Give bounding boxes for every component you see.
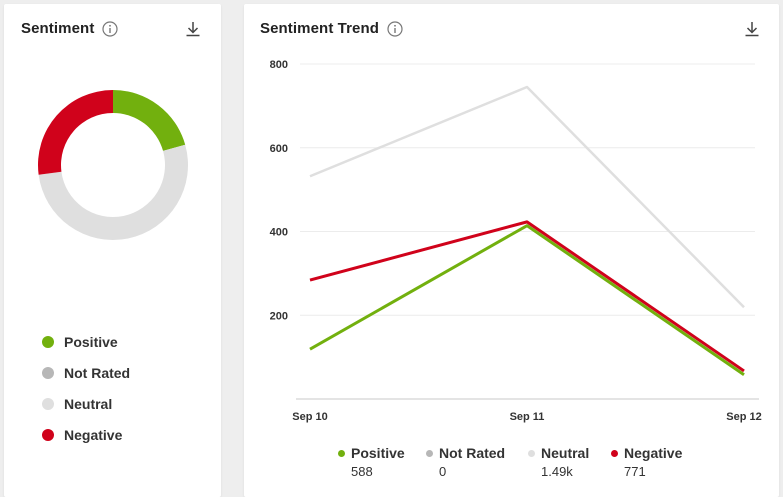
legend-item-not-rated[interactable]: Not Rated [42, 357, 130, 388]
trend-legend-head: Not Rated [426, 444, 528, 462]
x-tick-label: Sep 11 [510, 411, 545, 423]
trend-legend-value: 1.49k [541, 464, 573, 479]
trend-legend-label: Negative [624, 445, 683, 461]
legend-dot-icon [338, 449, 345, 457]
series-line-negative[interactable] [309, 220, 745, 373]
sentiment-trend-chart: 200 400 600 800 Sep 10 Sep 11 Sep 12 [270, 59, 762, 423]
sentiment-trend-card-title: Sentiment Trend [260, 20, 380, 37]
legend-label: Negative [64, 426, 123, 443]
trend-legend-value: 0 [439, 464, 447, 479]
trend-legend-label: Not Rated [439, 445, 506, 461]
sentiment-card-title: Sentiment [21, 20, 95, 37]
legend-dot-icon [42, 428, 54, 441]
trend-legend-item-not-rated[interactable]: Not Rated 0 [426, 444, 528, 479]
info-icon[interactable] [102, 21, 118, 37]
legend-label: Neutral [64, 395, 113, 412]
donut-slice-neutral[interactable] [38, 144, 188, 240]
legend-item-negative[interactable]: Negative [42, 419, 130, 450]
sentiment-trend-legend: Positive 588 Not Rated 0 Neutral 1.49k Negativ… [338, 444, 701, 479]
trend-legend-item-negative[interactable]: Negative 771 [611, 444, 701, 479]
sentiment-donut-chart [38, 90, 188, 240]
trend-legend-item-neutral[interactable]: Neutral 1.49k [528, 444, 611, 479]
trend-legend-value: 588 [351, 464, 373, 479]
info-icon[interactable] [387, 21, 403, 37]
legend-dot-icon [42, 366, 54, 379]
x-tick-label: Sep 12 [726, 411, 761, 423]
legend-dot-icon [42, 397, 54, 410]
download-icon[interactable] [743, 20, 761, 38]
trend-legend-label: Positive [351, 445, 405, 461]
y-tick-label: 600 [270, 143, 288, 155]
trend-legend-head: Negative [611, 444, 701, 462]
x-tick-label: Sep 10 [292, 411, 327, 423]
trend-legend-value: 771 [624, 464, 646, 479]
y-tick-label: 800 [270, 59, 288, 71]
legend-dot-icon [426, 449, 433, 457]
y-tick-label: 400 [270, 227, 288, 239]
trend-legend-head: Positive [338, 444, 426, 462]
legend-item-neutral[interactable]: Neutral [42, 388, 130, 419]
legend-label: Not Rated [64, 364, 131, 381]
sentiment-card: Sentiment Positive Not Rated Neutral Negati… [4, 4, 221, 497]
trend-legend-head: Neutral [528, 444, 611, 462]
donut-slice-negative[interactable] [38, 90, 113, 175]
download-icon[interactable] [184, 20, 202, 38]
donut-slice-positive[interactable] [113, 90, 186, 151]
trend-legend-label: Neutral [541, 445, 590, 461]
series-line-neutral[interactable] [309, 85, 745, 309]
legend-item-positive[interactable]: Positive [42, 326, 130, 357]
legend-dot-icon [42, 335, 54, 348]
legend-dot-icon [528, 449, 535, 457]
legend-dot-icon [611, 449, 618, 457]
y-tick-label: 200 [270, 310, 288, 322]
sentiment-legend: Positive Not Rated Neutral Negative [42, 326, 130, 450]
legend-label: Positive [64, 333, 118, 350]
sentiment-trend-card: Sentiment Trend 200 400 600 800 Sep 10 Sep 11… [244, 4, 779, 497]
series-line-positive[interactable] [309, 224, 745, 376]
trend-legend-item-positive[interactable]: Positive 588 [338, 444, 426, 479]
